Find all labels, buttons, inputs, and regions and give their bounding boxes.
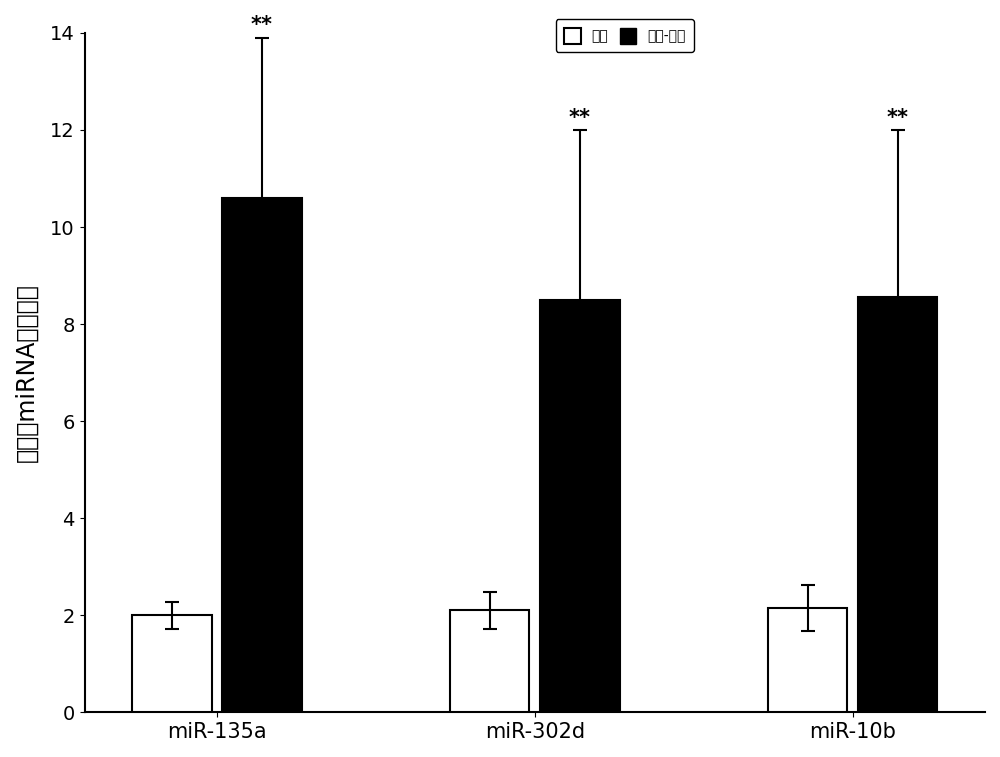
Legend: 肝癌, 肝癌-癌栓: 肝癌, 肝癌-癌栓 <box>556 20 694 52</box>
Bar <box>222 198 302 712</box>
Bar <box>540 300 620 712</box>
Bar <box>132 615 212 712</box>
Bar <box>768 608 847 712</box>
Text: **: ** <box>251 15 273 36</box>
Y-axis label: 血清中miRNA相对含量: 血清中miRNA相对含量 <box>15 283 39 462</box>
Text: **: ** <box>569 107 591 127</box>
Text: **: ** <box>887 107 909 127</box>
Bar <box>858 298 937 712</box>
Bar <box>450 610 529 712</box>
